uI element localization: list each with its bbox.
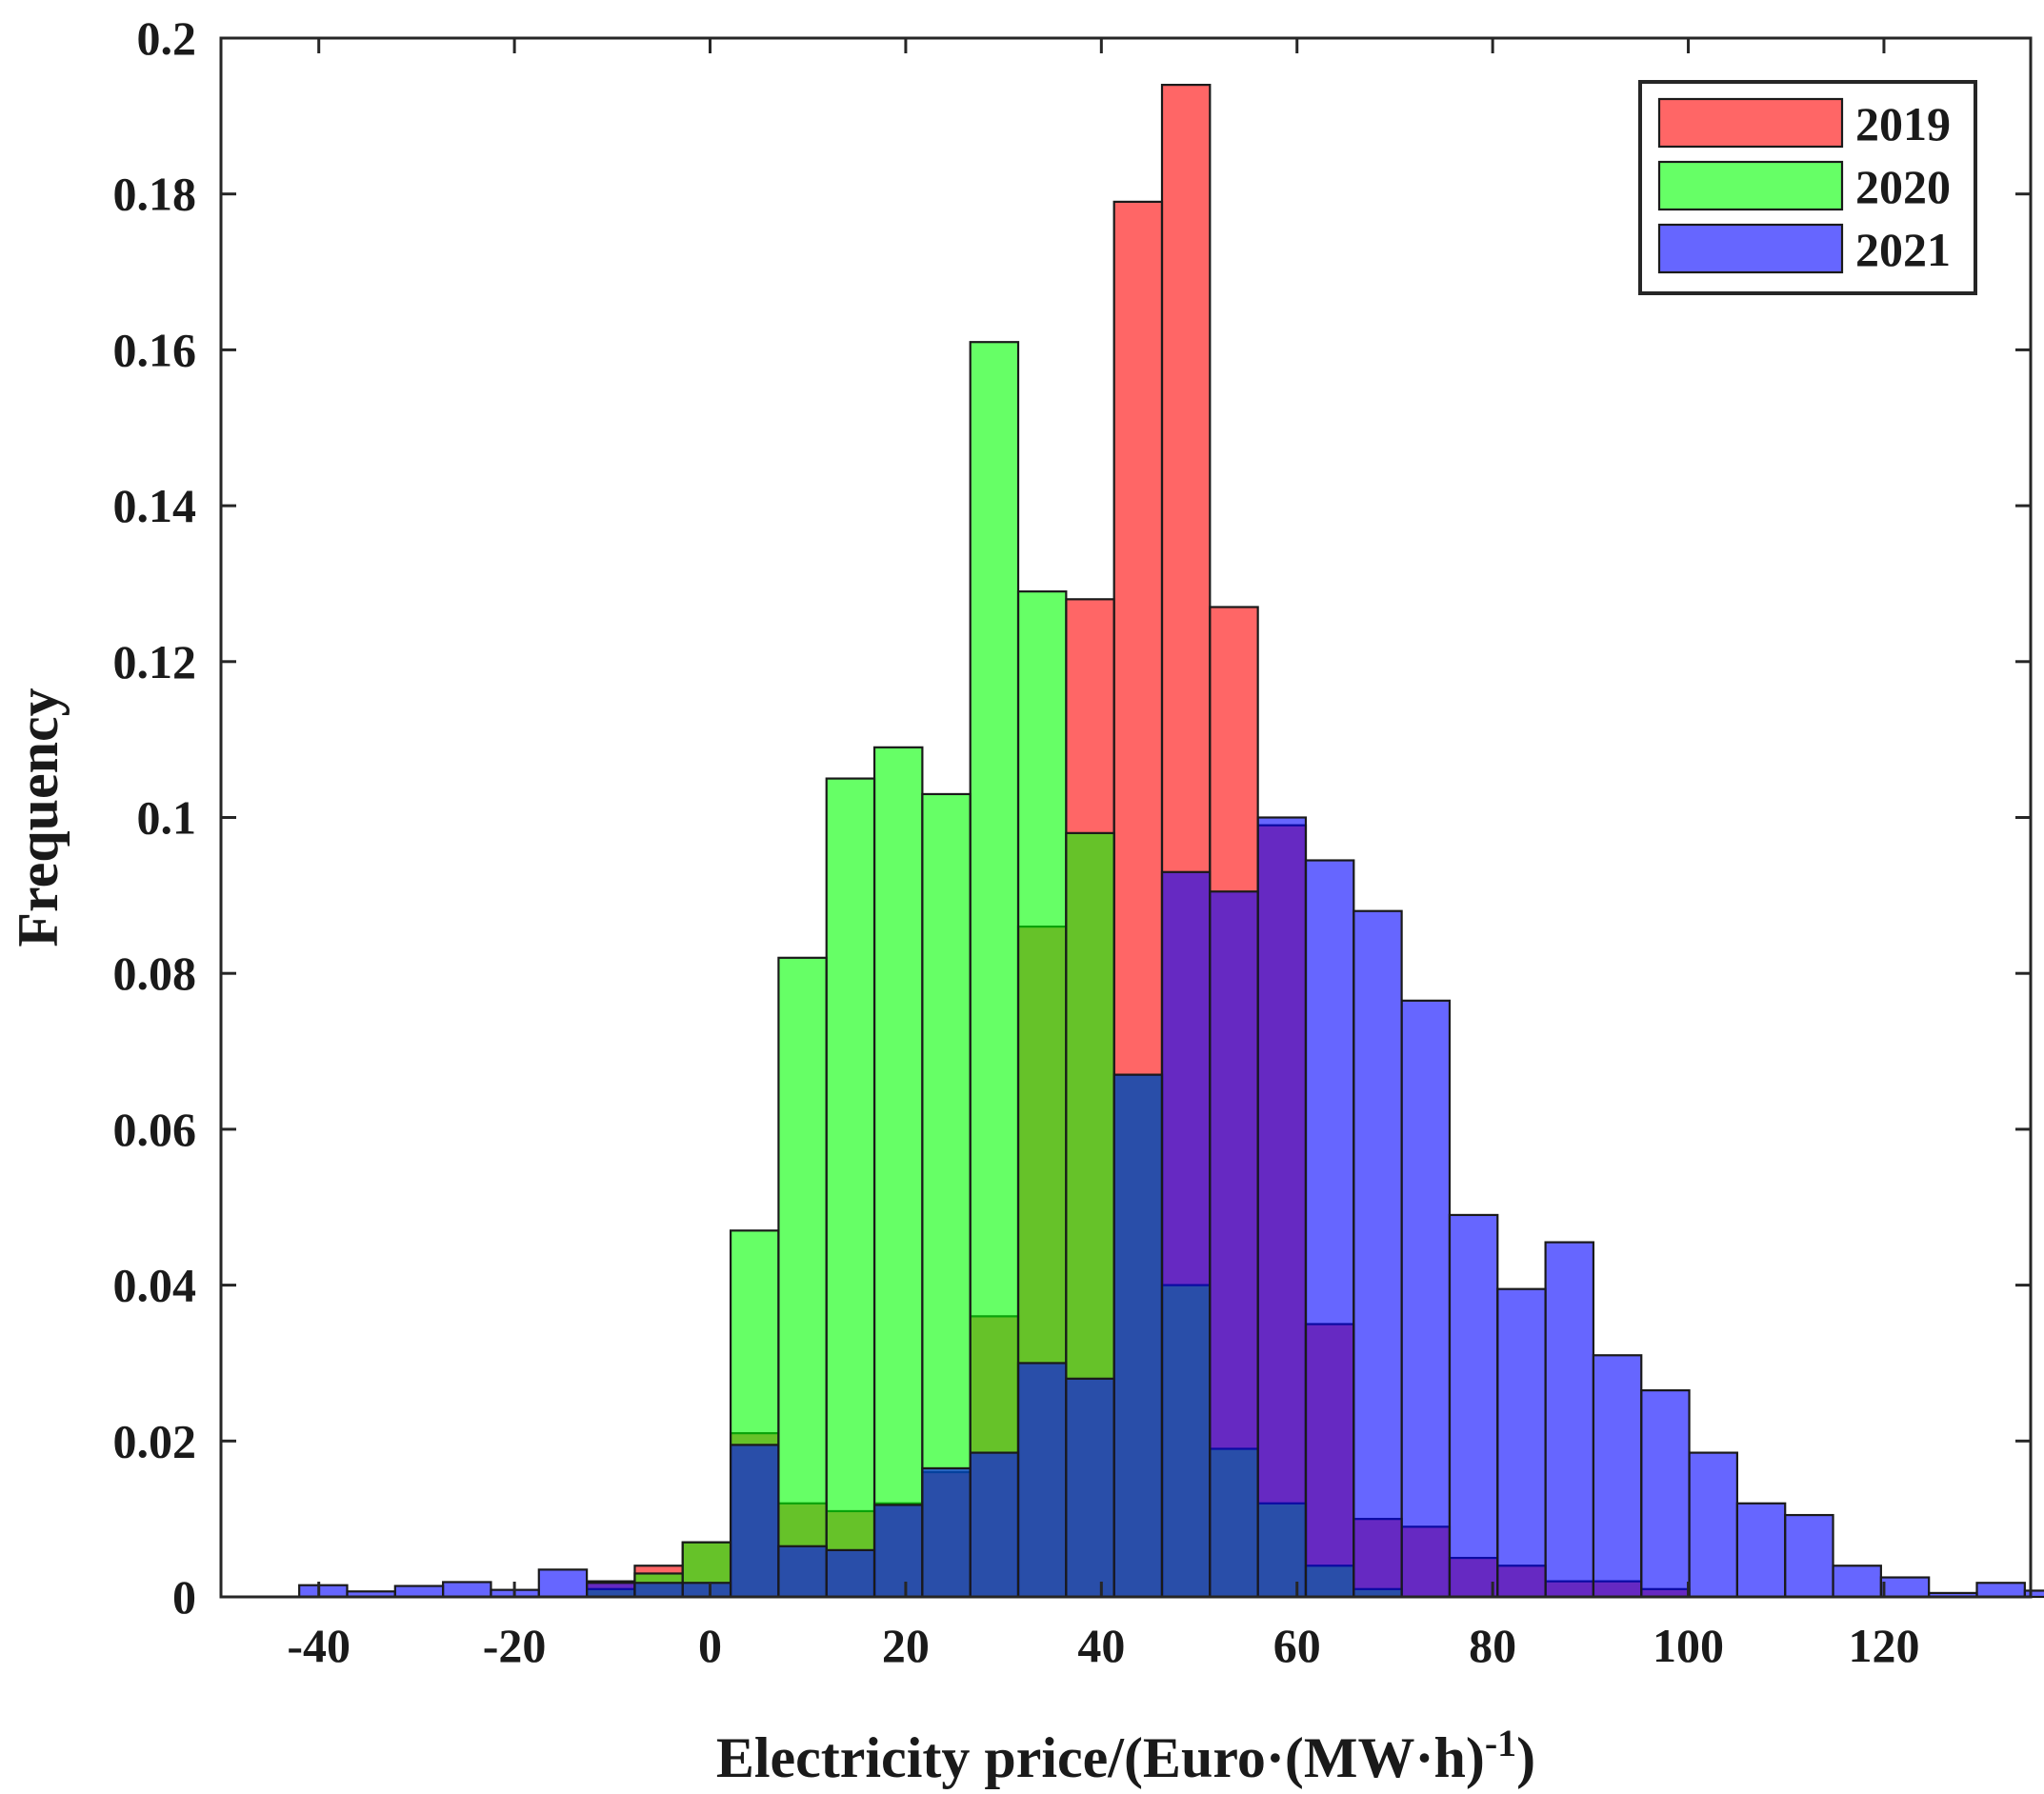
bar-2021-7 [633, 1582, 684, 1599]
x-tick-label: 80 [1469, 1619, 1516, 1672]
bar-2021-11 [825, 1548, 876, 1599]
x-tick-label: 120 [1848, 1619, 1919, 1672]
bar-2021-20 [1256, 816, 1308, 1599]
y-tick-label: 0.12 [113, 635, 197, 688]
bar-2021-16 [1065, 1377, 1115, 1599]
y-tick-label: 0.1 [137, 791, 197, 845]
bar-2020-12 [872, 746, 924, 1599]
x-tick-label: 20 [882, 1619, 930, 1672]
series-2021 [298, 816, 2044, 1599]
bar-2021-27 [1592, 1354, 1643, 1599]
bar-2021-32 [1832, 1565, 1882, 1599]
x-axis-label-main: Electricity price/(Euro·(MW·h) [716, 1726, 1485, 1789]
legend-label-2019: 2019 [1855, 97, 1951, 150]
bar-2021-26 [1544, 1241, 1595, 1599]
bar-2020-11 [825, 777, 876, 1599]
legend-label-2021: 2021 [1855, 223, 1951, 276]
bar-2021-6 [586, 1582, 636, 1599]
y-axis-label: Frequency [7, 688, 70, 947]
bar-2021-17 [1112, 1073, 1164, 1599]
x-tick-label: 40 [1077, 1619, 1125, 1672]
bar-2021-14 [969, 1451, 1020, 1599]
legend-swatch-2019 [1657, 97, 1844, 149]
bar-2021-3 [442, 1581, 492, 1599]
bar-2021-15 [1016, 1362, 1068, 1599]
legend-swatch-2021 [1657, 223, 1844, 274]
x-tick-label: 0 [698, 1619, 722, 1672]
y-tick-label: 0.06 [113, 1103, 197, 1156]
x-tick-label: 60 [1273, 1619, 1321, 1672]
x-axis-label-superscript: -1 [1485, 1722, 1516, 1764]
bar-2021-22 [1353, 909, 1403, 1599]
bar-2021-10 [777, 1545, 828, 1599]
x-axis-label-suffix: ) [1516, 1726, 1535, 1789]
bar-2021-2 [393, 1585, 445, 1599]
bar-2020-13 [921, 792, 972, 1599]
x-tick-label: -40 [287, 1619, 351, 1672]
y-tick-label: 0.08 [113, 947, 197, 1000]
bar-2020-14 [969, 341, 1020, 1599]
axis-ticks: -40 -20 0 20 40 60 80 100 120 0 0.02 0.04 0.06 0.08 0.… [113, 11, 2031, 1672]
x-tick-label: -20 [483, 1619, 547, 1672]
bar-2021-35 [1975, 1582, 2026, 1599]
bar-2021-31 [1784, 1513, 1834, 1599]
y-tick-label: 0.04 [113, 1259, 197, 1312]
bar-2021-18 [1160, 870, 1212, 1599]
legend: 2019 2020 2021 [1638, 80, 1977, 295]
y-tick-label: 0.16 [113, 323, 197, 376]
bar-2021-36 [2023, 1589, 2044, 1599]
bar-2021-25 [1496, 1287, 1547, 1599]
bar-2021-30 [1735, 1502, 1787, 1599]
x-tick-label: 100 [1653, 1619, 1724, 1672]
bar-2021-5 [537, 1568, 589, 1599]
bar-2021-8 [681, 1582, 732, 1599]
bar-2020-10 [777, 956, 828, 1599]
bar-2021-12 [872, 1504, 924, 1599]
legend-label-2020: 2020 [1855, 160, 1951, 213]
bar-2021-24 [1448, 1213, 1499, 1599]
bars-group [298, 84, 2044, 1599]
y-tick-label: 0.14 [113, 479, 197, 532]
bar-2021-0 [298, 1584, 349, 1599]
x-axis-label: Electricity price/(Euro·(MW·h)-1) [716, 1722, 1535, 1789]
y-tick-label: 0.02 [113, 1414, 197, 1467]
bar-2021-9 [729, 1444, 780, 1599]
bar-2021-29 [1688, 1451, 1738, 1599]
y-tick-label: 0.18 [113, 168, 197, 221]
bar-2021-13 [921, 1466, 972, 1599]
y-tick-label: 0.2 [137, 11, 197, 65]
bar-2021-19 [1209, 890, 1259, 1599]
bar-2021-21 [1304, 859, 1355, 1599]
legend-swatch-2020 [1657, 160, 1844, 211]
bar-2021-23 [1400, 999, 1452, 1599]
y-tick-label: 0 [172, 1570, 196, 1624]
bar-2021-28 [1640, 1388, 1691, 1599]
bar-2021-33 [1879, 1576, 1931, 1599]
